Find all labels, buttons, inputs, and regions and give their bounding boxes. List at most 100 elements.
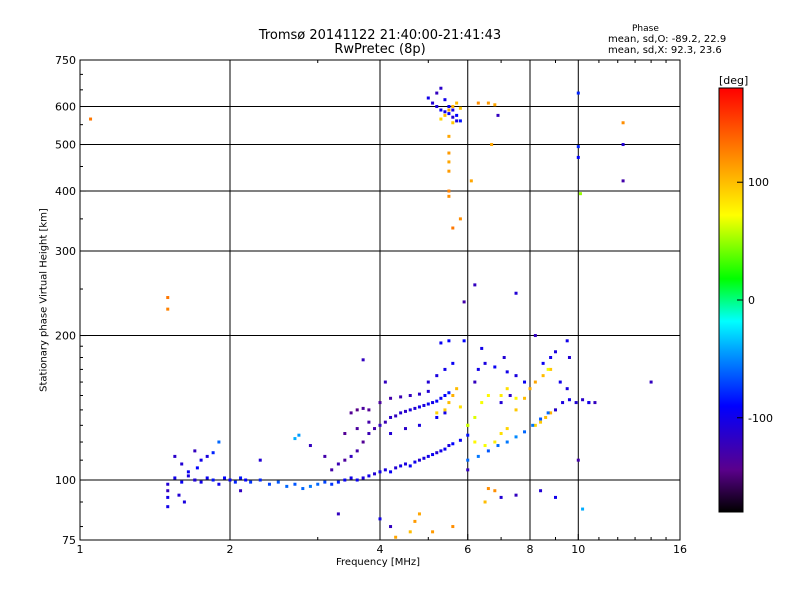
echo-point [565, 339, 569, 343]
echo-point [455, 387, 459, 391]
x-tick-label: 4 [377, 543, 384, 556]
echo-point [431, 453, 435, 457]
echo-point [166, 296, 170, 300]
echo-point [389, 470, 393, 474]
colorbar-tick-label: 100 [748, 176, 769, 189]
echo-point [435, 399, 439, 403]
echo-point [505, 387, 509, 391]
echo-point [476, 367, 480, 371]
echo-point [486, 101, 490, 105]
echo-point [166, 495, 170, 499]
echo-point [546, 411, 550, 415]
echo-point [447, 134, 451, 138]
echo-point [447, 105, 451, 109]
echo-point [458, 119, 462, 123]
echo-point [447, 189, 451, 193]
x-tick-label: 16 [673, 543, 687, 556]
echo-point [458, 217, 462, 221]
echo-point [514, 374, 518, 378]
echo-point [193, 478, 197, 482]
echo-point [389, 432, 393, 436]
echo-point [389, 525, 393, 529]
echo-point [394, 414, 398, 418]
echo-point [539, 489, 543, 493]
echo-point [182, 500, 186, 504]
echo-point [451, 394, 455, 398]
echo-point [180, 480, 184, 484]
echo-point [523, 430, 527, 434]
echo-point [367, 408, 371, 412]
echo-point [383, 380, 387, 384]
echo-point [514, 291, 518, 295]
echo-point [499, 495, 503, 499]
echo-point [373, 427, 377, 431]
echo-point [228, 478, 232, 482]
echo-point [483, 361, 487, 365]
echo-point [361, 476, 365, 480]
echo-point [355, 449, 359, 453]
echo-point [349, 476, 353, 480]
echo-point [473, 415, 477, 419]
y-axis: 75 100 200 300 400 500 600 750 [55, 54, 86, 547]
echo-point [205, 454, 209, 458]
echo-point [533, 423, 537, 427]
echo-point [496, 444, 500, 448]
echo-point [439, 108, 443, 112]
echo-point [486, 449, 490, 453]
colorbar-tick-label: 0 [748, 294, 755, 307]
y-tick-label: 300 [55, 245, 76, 258]
chart-subtitle: RwPretec (8p) [334, 42, 426, 57]
echo-point [581, 398, 585, 402]
echo-point [473, 283, 477, 287]
echo-point [394, 466, 398, 470]
echo-point [435, 374, 439, 378]
echo-point [439, 117, 443, 121]
echo-point [308, 444, 312, 448]
echo-point [447, 108, 451, 112]
echo-point [553, 495, 557, 499]
echo-point [476, 454, 480, 458]
echo-point [186, 470, 190, 474]
echo-point [451, 361, 455, 365]
echo-point [367, 420, 371, 424]
echo-point [458, 106, 462, 110]
echo-point [443, 113, 447, 117]
echo-point [451, 121, 455, 125]
echo-point [447, 151, 451, 155]
x-tick-label: 2 [227, 543, 234, 556]
echo-point [378, 423, 382, 427]
echo-point [549, 355, 553, 359]
phase-stats-heading: Phase [632, 24, 659, 34]
echo-point [431, 101, 435, 105]
echo-point [567, 398, 571, 402]
echo-point [193, 449, 197, 453]
echo-point [173, 476, 177, 480]
echo-point [486, 487, 490, 491]
echo-point [483, 500, 487, 504]
echo-point [166, 482, 170, 486]
echo-point [367, 432, 371, 436]
echo-point [539, 417, 543, 421]
echo-point [447, 339, 451, 343]
echo-point [486, 394, 490, 398]
echo-point [389, 396, 393, 400]
echo-point [451, 442, 455, 446]
echo-point [466, 433, 470, 437]
echo-point [323, 480, 327, 484]
echo-point [244, 478, 248, 482]
echo-point [553, 408, 557, 412]
grid-lines [80, 60, 680, 540]
echo-point [439, 341, 443, 345]
echo-point [413, 460, 417, 464]
echo-point [499, 401, 503, 405]
echo-point [576, 155, 580, 159]
echo-point [514, 408, 518, 412]
echo-point [373, 472, 377, 476]
echo-point [439, 396, 443, 400]
echo-point [399, 395, 403, 399]
y-tick-label: 400 [55, 185, 76, 198]
echo-point [458, 405, 462, 409]
echo-point [417, 512, 421, 516]
echo-point [426, 96, 430, 100]
